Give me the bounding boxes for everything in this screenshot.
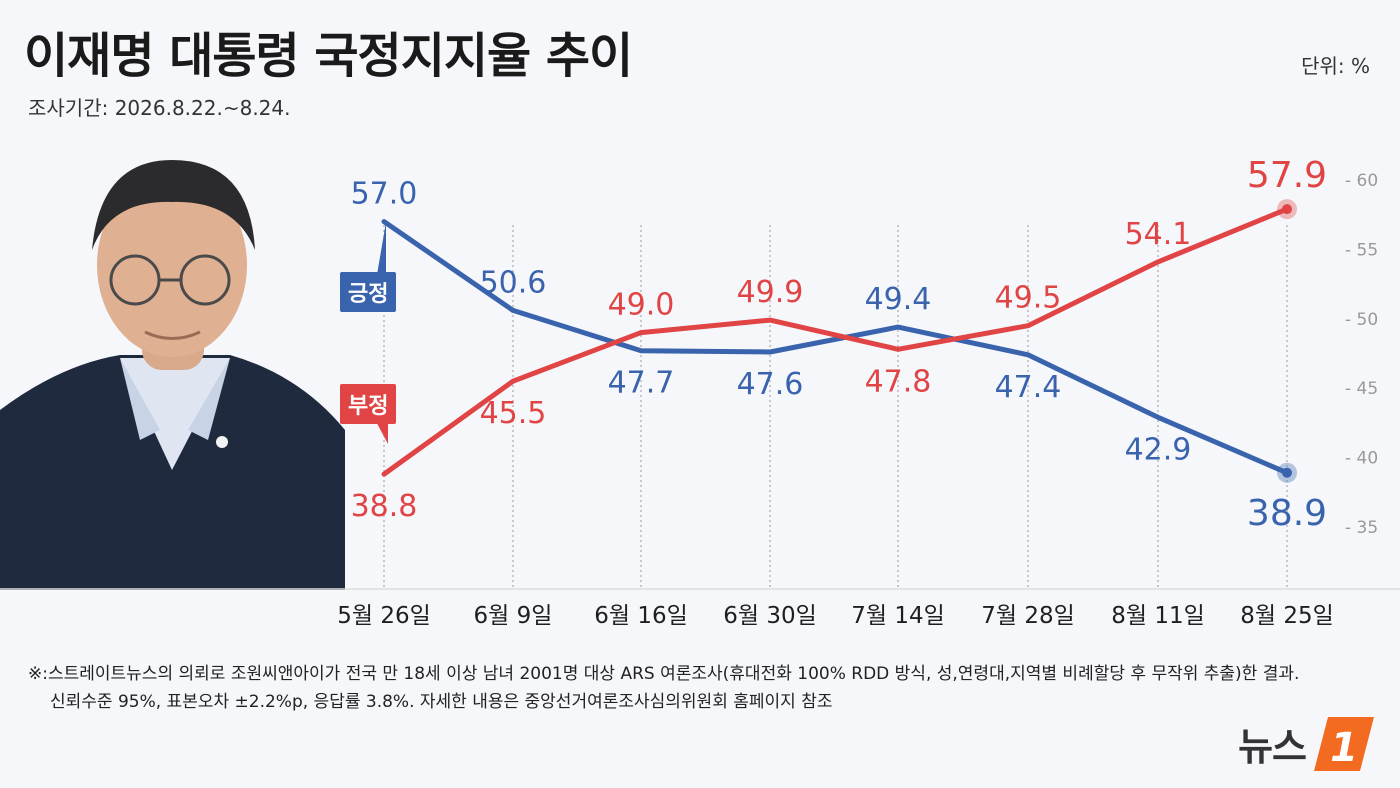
data-labels: 57.0 50.6 47.7 47.6 49.4 47.4 42.9 38.9 38.8 45.5… [351, 155, 1327, 534]
x-tick-label-6: 7월 28일 [981, 603, 1075, 629]
logo-mark-digit: 1 [1330, 725, 1358, 771]
president-portrait [0, 160, 345, 590]
data-label-positive-3: 47.7 [608, 366, 675, 401]
y-tick-50: - 50 [1345, 310, 1378, 330]
logo-text: 뉴스 [1238, 725, 1307, 769]
news1-logo: 뉴스 1 [1238, 716, 1374, 771]
end-marker-negative [1282, 204, 1292, 215]
footnote-line-2: 신뢰수준 95%, 표본오차 ±2.2%p, 응답률 3.8%. 자세한 내용은… [50, 692, 833, 712]
data-label-negative-7: 54.1 [1125, 217, 1192, 252]
data-label-negative-3: 49.0 [608, 288, 675, 323]
data-label-positive-2: 50.6 [480, 265, 547, 300]
data-label-negative-8: 57.9 [1247, 155, 1327, 196]
data-label-negative-1: 38.8 [351, 489, 418, 524]
y-tick-35: - 35 [1345, 518, 1378, 538]
y-tick-60: - 60 [1345, 171, 1378, 191]
footnote: ※:스트레이트뉴스의 의뢰로 조원씨앤아이가 전국 만 18세 이상 남녀 20… [28, 660, 1299, 716]
x-tick-label-1: 5월 26일 [337, 603, 431, 629]
end-marker-positive [1282, 467, 1292, 478]
x-tick-label-3: 6월 16일 [594, 603, 688, 629]
data-label-negative-6: 49.5 [995, 281, 1062, 316]
page-title: 이재명 대통령 국정지지율 추이 [24, 28, 633, 84]
data-label-negative-4: 49.9 [737, 275, 804, 310]
series-lines [381, 206, 1290, 477]
footnote-line-1: ※:스트레이트뉴스의 의뢰로 조원씨앤아이가 전국 만 18세 이상 남녀 20… [28, 664, 1300, 684]
survey-period: 조사기간: 2026.8.22.~8.24. [28, 96, 291, 120]
y-tick-40: - 40 [1345, 449, 1378, 469]
unit-label: 단위: % [1301, 54, 1370, 78]
data-label-positive-8: 38.9 [1247, 493, 1327, 534]
data-label-positive-7: 42.9 [1125, 432, 1192, 467]
x-axis: 5월 26일 6월 9일 6월 16일 6월 30일 7월 14일 7월 28일 8월 11… [337, 603, 1334, 629]
x-tick-label-7: 8월 11일 [1111, 603, 1205, 629]
x-tick-label-2: 6월 9일 [474, 603, 553, 629]
y-tick-55: - 55 [1345, 240, 1378, 260]
data-label-positive-5: 49.4 [865, 282, 932, 317]
data-label-positive-4: 47.6 [737, 367, 804, 402]
series-line-negative [381, 206, 1290, 477]
data-label-positive-6: 47.4 [995, 370, 1062, 405]
legend-negative: 부정 [340, 384, 397, 424]
logo-mark-icon: 1 [1314, 716, 1374, 771]
y-axis: - 60 - 55 - 50 - 45 - 40 - 35 [1345, 171, 1378, 538]
data-label-negative-5: 47.8 [865, 364, 932, 399]
x-tick-label-4: 6월 30일 [723, 603, 817, 629]
series-line-positive [381, 219, 1290, 476]
x-tick-label-8: 8월 25일 [1240, 603, 1334, 629]
legend-negative-label: 부정 [348, 394, 389, 419]
data-label-negative-2: 45.5 [480, 396, 547, 431]
y-tick-45: - 45 [1345, 379, 1378, 399]
x-tick-label-5: 7월 14일 [851, 603, 945, 629]
legend-positive: 긍정 [340, 272, 397, 312]
legend-positive-label: 긍정 [348, 282, 389, 307]
data-label-positive-1: 57.0 [351, 177, 418, 212]
